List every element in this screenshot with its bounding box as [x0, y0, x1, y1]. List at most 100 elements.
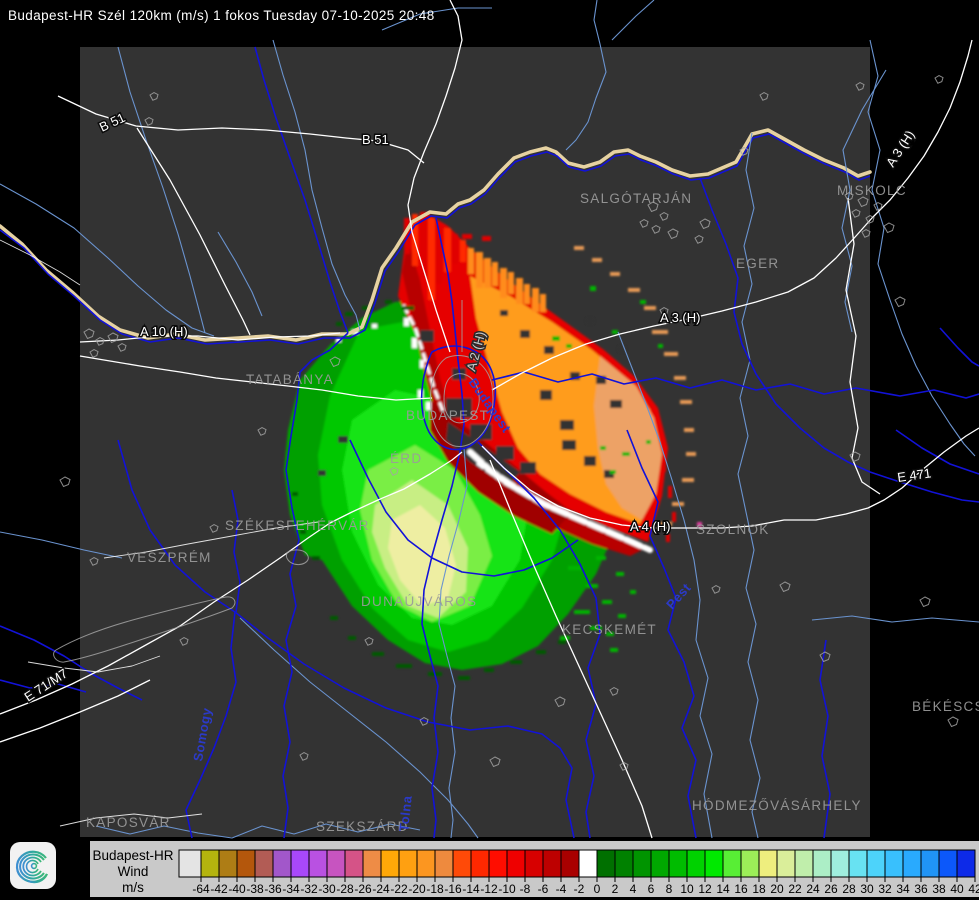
legend-tick-label: -18: [426, 882, 444, 896]
city-label-veszpr-m: VESZPRÉM: [127, 550, 212, 565]
hurricane-icon: [15, 850, 48, 884]
legend-tick-label: -6: [538, 882, 549, 896]
legend-tick-label: 12: [698, 882, 712, 896]
settlement-outline: [554, 696, 566, 708]
legend-cell: [488, 849, 508, 878]
legend-cell: [578, 849, 598, 878]
settlement-outline: [419, 717, 429, 726]
legend-tick-label: -8: [520, 882, 531, 896]
road-label-a-10-h-: A 10 (H): [140, 324, 188, 339]
settlement-outline: [89, 557, 99, 566]
settlement-outline: [819, 651, 831, 663]
settlement-outline: [855, 82, 865, 91]
legend-tick-label: 36: [914, 882, 928, 896]
settlement-outline: [844, 192, 854, 201]
settlement-outline: [619, 762, 629, 771]
settlement-outline: [117, 343, 127, 352]
country-border-layer: [0, 128, 872, 345]
settlement-outline: [389, 467, 399, 476]
settlement-outline: [759, 92, 769, 101]
legend-tick-label: 10: [680, 882, 694, 896]
legend-tick-label: -40: [228, 882, 246, 896]
legend-cell: [632, 849, 652, 878]
settlement-outline: [694, 235, 704, 244]
settlement-outline: [739, 147, 749, 156]
legend-tick-label: -24: [372, 882, 390, 896]
city-label-kecskem-t: KECSKEMÉT: [562, 622, 657, 637]
legend-tick-label: -14: [462, 882, 480, 896]
legend-cell: [470, 849, 490, 878]
river-layer: [0, 0, 979, 839]
legend-cell: [344, 849, 364, 878]
legend-tick-label: -10: [498, 882, 516, 896]
legend-cell: [902, 849, 922, 878]
legend-tick-label: 28: [842, 882, 856, 896]
legend-cell: [398, 849, 418, 878]
legend-parameter: Wind: [118, 864, 149, 879]
city-outline-layer: [53, 75, 959, 771]
legend-tick-label: -38: [246, 882, 264, 896]
legend-cell: [758, 849, 778, 878]
settlement-outline: [659, 307, 669, 316]
city-label-budapest: BUDAPEST: [406, 408, 489, 423]
legend-cell: [290, 849, 310, 878]
legend-tick-label: 42: [968, 882, 979, 896]
legend-tick-label: 30: [860, 882, 874, 896]
legend-tick-label: 14: [716, 882, 730, 896]
settlement-outline: [659, 212, 669, 221]
settlement-outline: [329, 356, 341, 368]
legend-cell: [272, 849, 292, 878]
legend-cell: [218, 849, 238, 878]
settlement-outline: [639, 219, 649, 228]
settlement-outline: [89, 349, 99, 358]
city-label-szeksz-rd: SZEKSZÁRD: [316, 819, 409, 834]
legend-cell: [506, 849, 526, 878]
city-label-miskolc: MISKOLC: [837, 183, 907, 198]
settlement-outline: [364, 637, 374, 646]
settlement-outline: [861, 229, 871, 238]
legend-cell: [740, 849, 760, 878]
country-border-blue: [0, 133, 871, 345]
city-label-layer: SALGÓTARJÁN EGER MISKOLC TATABÁNYA BUDAPEST É…: [86, 183, 979, 834]
city-label-salg-tarj-n: SALGÓTARJÁN: [580, 191, 692, 206]
city-label-b-k-scsaba: BÉKÉSCSABA: [912, 699, 979, 714]
county-label-tolna: Tolna: [396, 794, 415, 832]
city-label-duna-jv-ros: DUNAÚJVÁROS: [361, 594, 477, 609]
city-label--rd: ÉRD: [390, 451, 422, 466]
road-label-b-51: B 51: [362, 132, 389, 147]
road-label-a-4-h-: A 4 (H): [630, 519, 670, 534]
legend-tick-label: 4: [630, 882, 637, 896]
legend-cell: [542, 849, 562, 878]
legend-cell: [308, 849, 328, 878]
settlement-outline: [107, 332, 119, 344]
city-label-szolnok: SZOLNOK: [696, 522, 770, 537]
legend-cell: [884, 849, 904, 878]
legend-cell: [704, 849, 724, 878]
legend-tick-label: -20: [408, 882, 426, 896]
legend-tick-label: 2: [612, 882, 619, 896]
legend-cell: [722, 849, 742, 878]
legend-color-scale: -64 -42 -40 -38 -36 -34 -32 -30 -28 -26 -24 -22 -20-…: [178, 849, 979, 896]
lake-balaton-outline: [53, 596, 236, 663]
settlement-outline: [919, 596, 931, 608]
legend-tick-label: -2: [574, 882, 585, 896]
settlement-outline: [947, 716, 959, 728]
city-label-h-dmez-v-s-rhely: HÓDMEZŐVÁSÁRHELY: [692, 798, 862, 813]
legend-units: m/s: [122, 880, 144, 895]
legend-product: Budapest-HR: [92, 848, 173, 863]
settlement-outline: [209, 524, 219, 533]
settlement-outline: [934, 75, 944, 84]
settlement-outline: [711, 585, 721, 594]
legend-tick-label: 20: [770, 882, 784, 896]
legend-cell: [236, 849, 256, 878]
legend-cell: [380, 849, 400, 878]
legend-cell: [452, 849, 472, 878]
legend-cell: [254, 849, 274, 878]
settlement-outline: [849, 451, 861, 463]
legend-tick-label: 6: [648, 882, 655, 896]
settlement-outline: [299, 752, 309, 761]
legend-cell: [668, 849, 688, 878]
legend-cell: [830, 849, 850, 878]
legend-tick-label: 24: [806, 882, 820, 896]
